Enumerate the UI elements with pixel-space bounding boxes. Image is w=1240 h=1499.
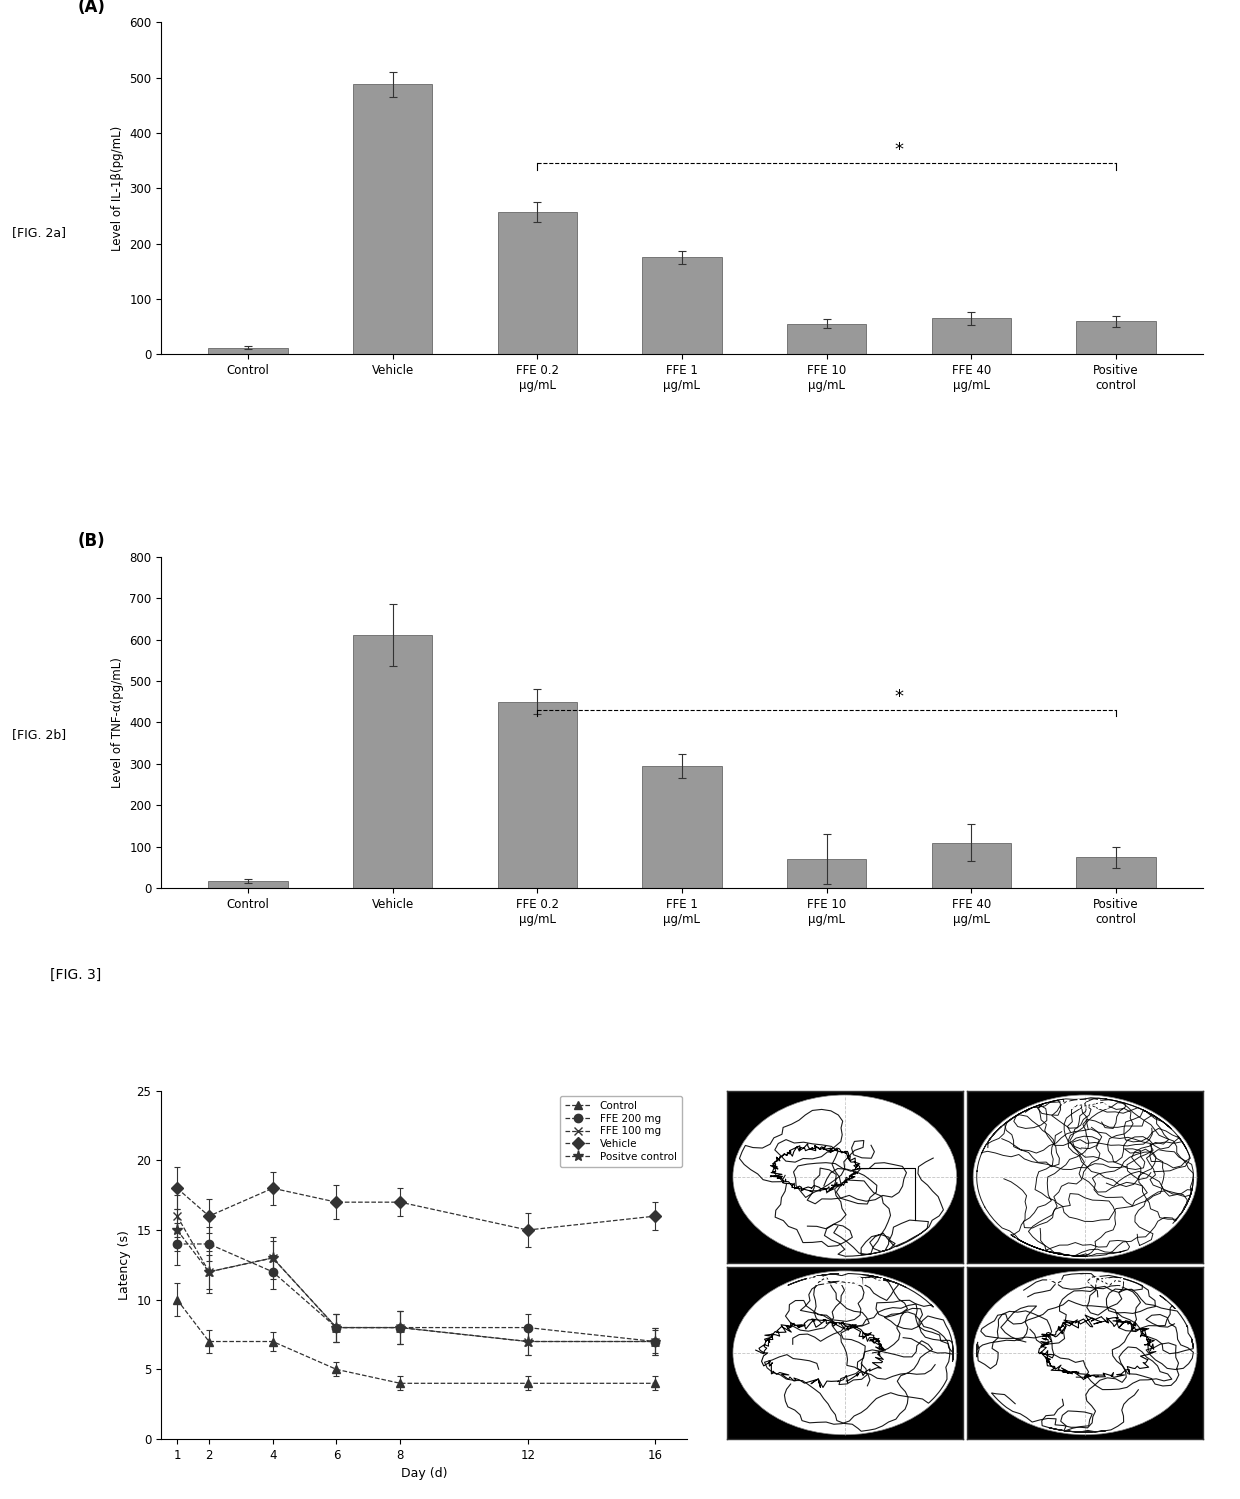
Control bbox=[170, 1291, 185, 1309]
FFE 100 mg bbox=[521, 1333, 536, 1351]
Positve control bbox=[265, 1249, 280, 1267]
Y-axis label: Level of IL-1β(pg/mL): Level of IL-1β(pg/mL) bbox=[110, 126, 124, 250]
Y-axis label: Latency (s): Latency (s) bbox=[118, 1231, 131, 1300]
FFE 100 mg bbox=[202, 1262, 217, 1280]
Bar bbox=[787, 324, 867, 354]
Bar bbox=[642, 766, 722, 889]
FFE 100 mg bbox=[393, 1319, 408, 1337]
Control bbox=[393, 1375, 408, 1393]
Vehicle bbox=[265, 1180, 280, 1198]
Text: FFE 100mg: FFE 100mg bbox=[1047, 1276, 1123, 1288]
Control bbox=[329, 1361, 343, 1379]
Vehicle bbox=[329, 1193, 343, 1211]
FFE 200 mg bbox=[647, 1333, 662, 1351]
FFE 200 mg bbox=[170, 1235, 185, 1253]
Line: FFE 100 mg: FFE 100 mg bbox=[172, 1211, 660, 1346]
Vehicle bbox=[647, 1207, 662, 1225]
Positve control bbox=[202, 1262, 217, 1280]
Ellipse shape bbox=[973, 1094, 1197, 1259]
FFE 200 mg bbox=[265, 1262, 280, 1280]
Bar bbox=[353, 84, 433, 354]
FFE 100 mg bbox=[170, 1207, 185, 1225]
Vehicle bbox=[393, 1193, 408, 1211]
Control bbox=[202, 1333, 217, 1351]
Ellipse shape bbox=[973, 1271, 1197, 1435]
Text: Vehicle: Vehicle bbox=[1060, 1099, 1110, 1112]
Vehicle bbox=[521, 1222, 536, 1240]
FFE 100 mg bbox=[265, 1249, 280, 1267]
FFE 200 mg bbox=[393, 1319, 408, 1337]
FFE 200 mg bbox=[329, 1319, 343, 1337]
Text: (A): (A) bbox=[78, 0, 105, 16]
Text: *: * bbox=[894, 141, 904, 159]
Bar bbox=[208, 881, 288, 889]
Control bbox=[265, 1333, 280, 1351]
Line: Positve control: Positve control bbox=[171, 1225, 661, 1348]
Text: Control: Control bbox=[820, 1099, 870, 1112]
Line: Vehicle: Vehicle bbox=[172, 1184, 660, 1234]
Text: [FIG. 3]: [FIG. 3] bbox=[50, 968, 100, 982]
FFE 100 mg bbox=[329, 1319, 343, 1337]
Text: (B): (B) bbox=[78, 532, 105, 550]
Positve control bbox=[329, 1319, 343, 1337]
Y-axis label: Level of TNF-α(pg/mL): Level of TNF-α(pg/mL) bbox=[110, 657, 124, 788]
Line: FFE 200 mg: FFE 200 mg bbox=[172, 1240, 660, 1346]
Line: Control: Control bbox=[172, 1295, 660, 1388]
Ellipse shape bbox=[733, 1271, 957, 1435]
Positve control bbox=[393, 1319, 408, 1337]
Control bbox=[647, 1375, 662, 1393]
Ellipse shape bbox=[733, 1094, 957, 1259]
Positve control bbox=[521, 1333, 536, 1351]
Bar bbox=[787, 859, 867, 889]
Control bbox=[521, 1375, 536, 1393]
Bar bbox=[1076, 321, 1156, 354]
Legend: Control, FFE 200 mg, FFE 100 mg, Vehicle, Positve control: Control, FFE 200 mg, FFE 100 mg, Vehicle… bbox=[560, 1096, 682, 1166]
Bar bbox=[931, 318, 1011, 354]
Bar bbox=[931, 842, 1011, 889]
Positve control bbox=[647, 1333, 662, 1351]
Bar bbox=[353, 636, 433, 889]
FFE 200 mg bbox=[202, 1235, 217, 1253]
Bar bbox=[497, 211, 577, 354]
Bar bbox=[497, 702, 577, 889]
Bar bbox=[1076, 857, 1156, 889]
Text: FFE 200mg: FFE 200mg bbox=[806, 1276, 884, 1288]
FFE 200 mg bbox=[521, 1319, 536, 1337]
FFE 100 mg bbox=[647, 1333, 662, 1351]
Positve control bbox=[170, 1222, 185, 1240]
X-axis label: Day (d): Day (d) bbox=[401, 1468, 448, 1481]
Vehicle bbox=[170, 1180, 185, 1198]
Bar bbox=[642, 258, 722, 354]
Vehicle bbox=[202, 1207, 217, 1225]
Bar bbox=[208, 348, 288, 354]
Text: [FIG. 2a]: [FIG. 2a] bbox=[12, 226, 67, 238]
Text: [FIG. 2b]: [FIG. 2b] bbox=[12, 729, 67, 741]
Text: *: * bbox=[894, 688, 904, 706]
